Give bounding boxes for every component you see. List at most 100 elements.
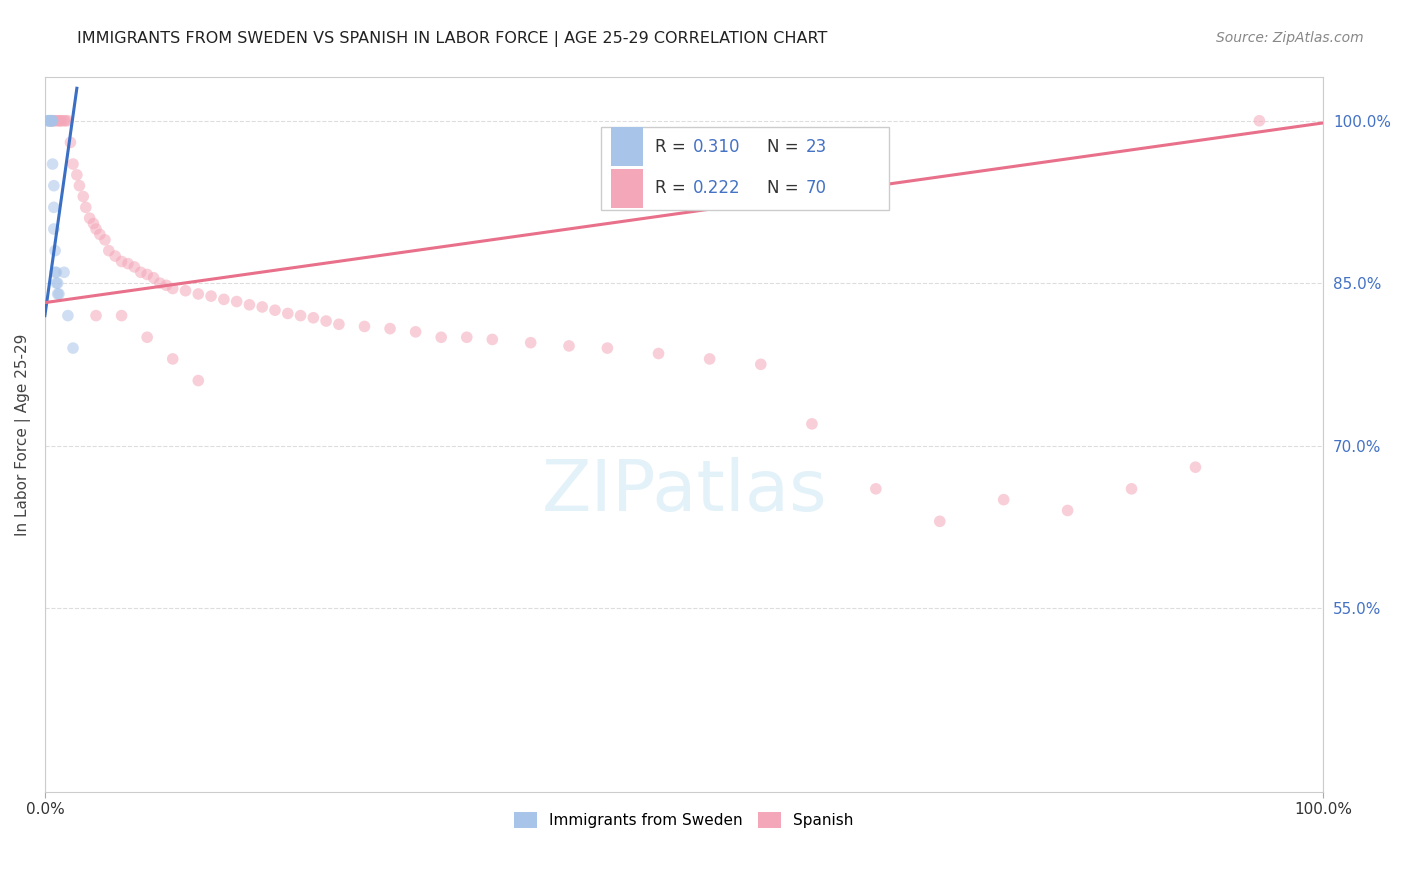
Point: [72, 189, 94, 203]
Point: [67, 178, 90, 193]
Point: [62, 157, 84, 171]
Point: [41, 113, 63, 128]
Text: IMMIGRANTS FROM SWEDEN VS SPANISH IN LABOR FORCE | AGE 25-29 CORRELATION CHART: IMMIGRANTS FROM SWEDEN VS SPANISH IN LAB…: [77, 31, 828, 47]
Text: 70: 70: [806, 179, 827, 197]
Point: [48, 113, 70, 128]
Point: [46, 276, 69, 290]
Point: [59, 136, 82, 150]
Point: [129, 265, 152, 279]
Point: [84, 222, 107, 236]
Point: [82, 217, 104, 231]
Point: [97, 244, 120, 258]
Point: [89, 227, 111, 242]
Point: [48, 287, 70, 301]
Point: [187, 374, 209, 388]
Point: [200, 289, 222, 303]
Point: [39, 113, 62, 128]
Point: [53, 113, 76, 128]
Point: [277, 306, 299, 320]
Point: [290, 309, 312, 323]
Point: [44, 265, 66, 279]
Point: [162, 351, 184, 366]
Text: N =: N =: [768, 137, 804, 156]
Point: [699, 351, 721, 366]
Point: [53, 265, 76, 279]
Point: [62, 341, 84, 355]
Point: [174, 284, 197, 298]
Point: [38, 113, 60, 128]
Text: Source: ZipAtlas.com: Source: ZipAtlas.com: [1216, 31, 1364, 45]
Point: [162, 281, 184, 295]
Point: [104, 249, 127, 263]
Point: [38, 113, 60, 128]
Point: [865, 482, 887, 496]
Point: [42, 113, 65, 128]
Point: [302, 310, 325, 325]
Point: [45, 276, 67, 290]
Point: [1121, 482, 1143, 496]
Point: [212, 293, 235, 307]
Point: [353, 319, 375, 334]
Point: [558, 339, 581, 353]
Point: [42, 222, 65, 236]
Text: 23: 23: [806, 137, 827, 156]
Point: [66, 168, 89, 182]
Point: [51, 113, 73, 128]
Point: [378, 321, 401, 335]
Point: [136, 330, 159, 344]
Point: [149, 276, 172, 290]
Point: [1184, 460, 1206, 475]
Point: [405, 325, 427, 339]
Point: [79, 211, 101, 226]
Point: [142, 270, 165, 285]
Point: [84, 309, 107, 323]
Point: [53, 113, 76, 128]
Point: [56, 309, 79, 323]
Point: [39, 113, 62, 128]
Point: [250, 300, 273, 314]
Point: [187, 287, 209, 301]
Point: [46, 287, 69, 301]
FancyBboxPatch shape: [600, 128, 889, 210]
FancyBboxPatch shape: [612, 169, 643, 208]
Point: [39, 113, 62, 128]
Point: [928, 514, 950, 528]
Point: [44, 113, 66, 128]
Point: [1056, 503, 1078, 517]
Point: [136, 268, 159, 282]
Text: 0.310: 0.310: [693, 137, 741, 156]
Point: [238, 298, 260, 312]
Y-axis label: In Labor Force | Age 25-29: In Labor Force | Age 25-29: [15, 334, 31, 536]
Point: [49, 113, 72, 128]
Text: ZIPatlas: ZIPatlas: [541, 458, 827, 526]
Point: [225, 294, 247, 309]
Legend: Immigrants from Sweden, Spanish: Immigrants from Sweden, Spanish: [508, 806, 860, 834]
Point: [315, 314, 337, 328]
Point: [94, 233, 117, 247]
Text: R =: R =: [655, 179, 690, 197]
Point: [993, 492, 1015, 507]
Text: R =: R =: [655, 137, 690, 156]
Point: [430, 330, 453, 344]
Point: [647, 346, 669, 360]
Point: [481, 333, 503, 347]
Point: [42, 178, 65, 193]
Point: [155, 278, 177, 293]
Point: [44, 244, 66, 258]
Point: [39, 113, 62, 128]
Point: [1249, 113, 1271, 128]
Point: [519, 335, 541, 350]
Point: [75, 200, 97, 214]
Point: [41, 113, 63, 128]
Point: [41, 157, 63, 171]
Point: [117, 257, 139, 271]
Text: 0.222: 0.222: [693, 179, 741, 197]
Point: [110, 309, 132, 323]
Point: [800, 417, 823, 431]
Text: N =: N =: [768, 179, 804, 197]
Point: [46, 113, 69, 128]
Point: [328, 318, 350, 332]
Point: [124, 260, 146, 274]
Point: [110, 254, 132, 268]
FancyBboxPatch shape: [612, 127, 643, 167]
